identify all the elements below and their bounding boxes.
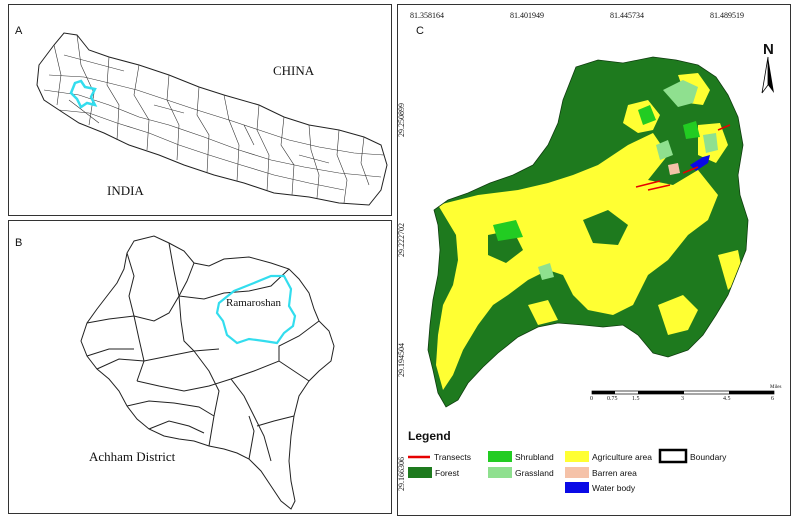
panel-b-achham-map: B Ramaroshan Achham District xyxy=(8,220,392,514)
panel-c-label: C xyxy=(416,25,424,37)
ramaroshan-boundary xyxy=(215,274,297,345)
china-label: CHINA xyxy=(273,63,315,78)
scale-tick-5: 6 xyxy=(771,396,774,402)
scale-tick-4: 4.5 xyxy=(723,396,731,402)
transects xyxy=(635,124,731,191)
legend-transects: Transects xyxy=(434,452,472,462)
achham-boundaries xyxy=(80,235,335,510)
scale-bar xyxy=(591,390,775,395)
scale-tick-3: 3 xyxy=(681,396,684,402)
water-body xyxy=(690,155,710,171)
north-label: N xyxy=(763,41,774,58)
shrubland-area xyxy=(493,105,700,241)
study-area-marker xyxy=(69,79,98,109)
legend-swatches xyxy=(408,448,688,493)
nepal-districts-map xyxy=(36,32,388,206)
legend-agriculture: Agriculture area xyxy=(592,452,653,462)
achham-district-label: Achham District xyxy=(89,449,176,464)
ramaroshan-label: Ramaroshan xyxy=(226,297,281,309)
panel-c-landcover-map: C 81.358164 81.401949 81.445734 81.48951… xyxy=(397,4,791,516)
scale-tick-0: 0 xyxy=(590,396,593,402)
legend-barren: Barren area xyxy=(592,468,637,478)
nepal-outline xyxy=(36,32,388,206)
north-arrow-icon xyxy=(761,56,774,94)
top-coord-3: 81.445734 xyxy=(610,11,644,20)
study-boundary xyxy=(427,56,749,408)
legend-forest: Forest xyxy=(435,468,460,478)
grassland-area xyxy=(538,80,718,280)
panel-a-nepal-map: A CHINA INDIA xyxy=(8,4,392,216)
legend-grassland: Grassland xyxy=(515,468,554,478)
legend-title: Legend xyxy=(408,429,451,443)
top-coord-1: 81.358164 xyxy=(410,11,444,20)
legend-boundary: Boundary xyxy=(690,452,727,462)
legend-water: Water body xyxy=(592,483,636,493)
panel-b-label: B xyxy=(15,237,23,249)
achham-district-map xyxy=(80,235,335,510)
panel-a-label: A xyxy=(15,25,23,37)
top-coord-2: 81.401949 xyxy=(510,11,544,20)
landcover-classes xyxy=(428,57,748,407)
scale-unit: Miles xyxy=(770,385,782,390)
barren-area xyxy=(668,163,680,175)
scale-tick-2: 1.5 xyxy=(632,396,640,402)
india-label: INDIA xyxy=(107,183,144,198)
scale-tick-1: 0.75 xyxy=(607,396,618,402)
district-boundaries xyxy=(43,34,385,204)
landcover-map xyxy=(408,56,775,493)
top-coord-4: 81.489519 xyxy=(710,11,744,20)
legend-shrubland: Shrubland xyxy=(515,452,554,462)
